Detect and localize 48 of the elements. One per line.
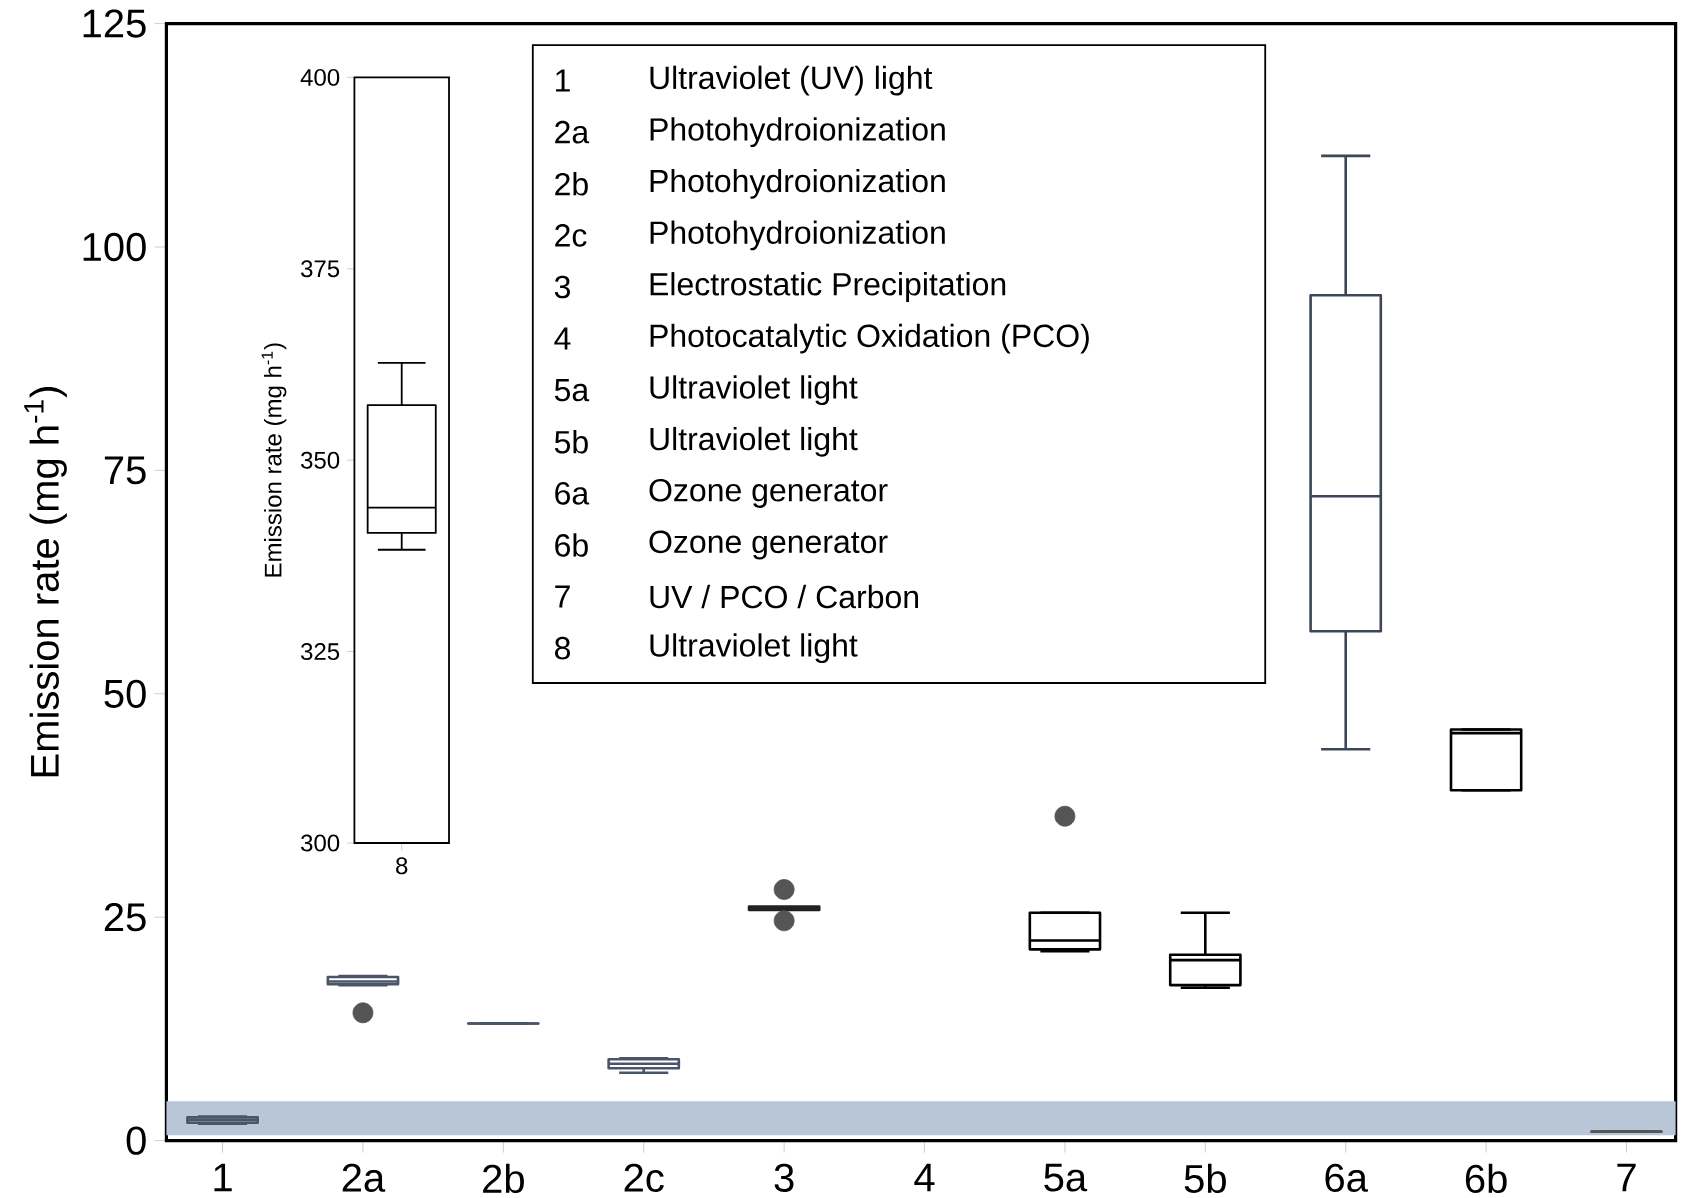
annotation: Ultraviolet light <box>650 633 858 664</box>
y-axis-title: Emission rate (mg h$^{-1}$) <box>24 387 67 777</box>
annotation: 1 <box>556 69 570 92</box>
x-tick-label: 1 <box>214 1163 232 1192</box>
y-tick-label: 375 <box>301 260 340 278</box>
x-tick-label: 2a <box>342 1163 386 1192</box>
annotation: 6a <box>555 482 590 505</box>
annotation: Ultraviolet light <box>650 375 858 406</box>
annotation: Electrostatic Precipitation <box>650 272 1006 302</box>
annotation: 7 <box>555 585 570 608</box>
annotation: 2a <box>555 120 590 144</box>
y-tick-label: 300 <box>301 834 340 852</box>
annotation: 4 <box>554 327 571 350</box>
annotation: Ozone generator <box>649 478 888 508</box>
annotation: Photohydroionization <box>650 220 945 251</box>
y-tick-label: 350 <box>301 451 340 469</box>
annotation: Photocatalytic Oxidation (PCO) <box>650 323 1089 354</box>
x-tick-label: 6a <box>1325 1163 1368 1192</box>
annotation: Ozone generator <box>649 530 888 560</box>
y-tick-label: 400 <box>300 68 340 86</box>
annotation: 5a <box>554 379 590 402</box>
x-tick-label: 4 <box>914 1163 935 1192</box>
annotation: 8 <box>554 636 571 660</box>
y-tick-label: 25 <box>104 903 146 932</box>
y-tick-label: 50 <box>104 679 146 708</box>
annotation: Photohydroionization <box>650 117 945 148</box>
y-tick-label: 125 <box>83 9 146 38</box>
x-tick-label: 5a <box>1044 1163 1088 1192</box>
x-tick-label: 2c <box>624 1163 664 1192</box>
annotation: 2b <box>555 172 588 196</box>
y-tick-label: 75 <box>104 456 146 485</box>
x-tick-label: 3 <box>774 1163 794 1192</box>
x-tick-label: 5b <box>1184 1163 1226 1194</box>
annotation: Ultraviolet light <box>650 426 858 457</box>
y-tick-label: 0 <box>126 1126 146 1155</box>
x-tick-label: 2b <box>483 1163 524 1194</box>
annotation: 3 <box>554 275 570 299</box>
x-tick-label: 7 <box>1617 1163 1636 1192</box>
y-tick-label: 100 <box>83 232 146 262</box>
annotation: 6b <box>555 533 588 557</box>
x-tick-label: 6b <box>1465 1163 1507 1194</box>
annotation: 2c <box>555 224 587 247</box>
annotation: 5b <box>554 430 588 454</box>
y-tick-label: 325 <box>301 643 340 661</box>
y-axis-title: Emission rate (mg h$^{-1}$) <box>261 343 287 577</box>
annotation: Photohydroionization <box>650 168 945 199</box>
annotation: Ultraviolet (UV) light <box>650 65 933 96</box>
annotation: UV / PCO / Carbon <box>650 584 918 609</box>
